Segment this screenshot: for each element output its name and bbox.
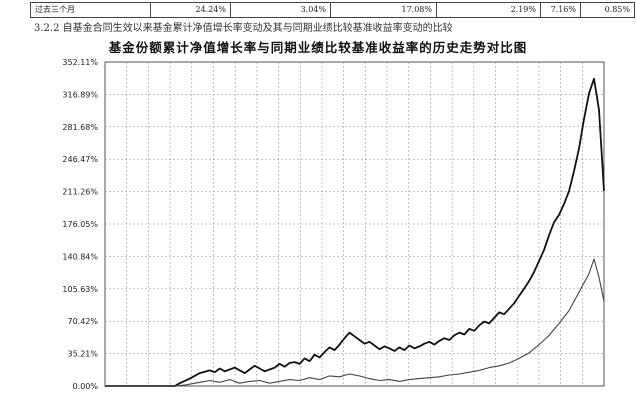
y-tick-label: 140.84% [62, 252, 98, 261]
y-tick-label: 176.05% [62, 220, 98, 229]
series-line-benchmark [105, 258, 605, 387]
chart-series [105, 77, 605, 387]
table-cell: 17.08% [330, 2, 437, 18]
chart-tick-labels: 0.00% 35.21% 70.42% 105.63% 140.84% 176.05% 21… [62, 58, 98, 391]
y-tick-label: 246.47% [62, 155, 98, 164]
table-cell: 0.85% [580, 2, 635, 18]
y-tick-label: 70.42% [67, 317, 98, 326]
y-tick-label: 0.00% [73, 382, 99, 391]
section-heading: 3.2.2 自基金合同生效以来基金累计净值增长率变动及其与同期业绩比较基准收益率… [34, 23, 453, 34]
y-tick-label: 352.11% [62, 58, 98, 67]
y-tick-label: 35.21% [67, 350, 98, 359]
table-cell: 3.04% [230, 2, 331, 18]
performance-table: 过去三个月 24.24% 3.04% 17.08% 2.19% 7.16% 0.… [30, 2, 635, 18]
y-tick-label: 211.26% [62, 188, 98, 197]
y-tick-label: 105.63% [62, 285, 98, 294]
period-label: 过去三个月 [30, 2, 151, 18]
y-tick-label: 316.89% [62, 90, 98, 99]
series-line-fund-nav [105, 77, 605, 387]
y-tick-label: 281.68% [62, 123, 98, 132]
table-cell: 24.24% [150, 2, 231, 18]
chart-title: 基金份额累计净值增长率与同期业绩比较基准收益率的历史走势对比图 [108, 40, 528, 55]
table-row: 过去三个月 24.24% 3.04% 17.08% 2.19% 7.16% 0.… [30, 2, 635, 18]
table-cell: 7.16% [540, 2, 581, 18]
chart-grid [104, 61, 605, 387]
